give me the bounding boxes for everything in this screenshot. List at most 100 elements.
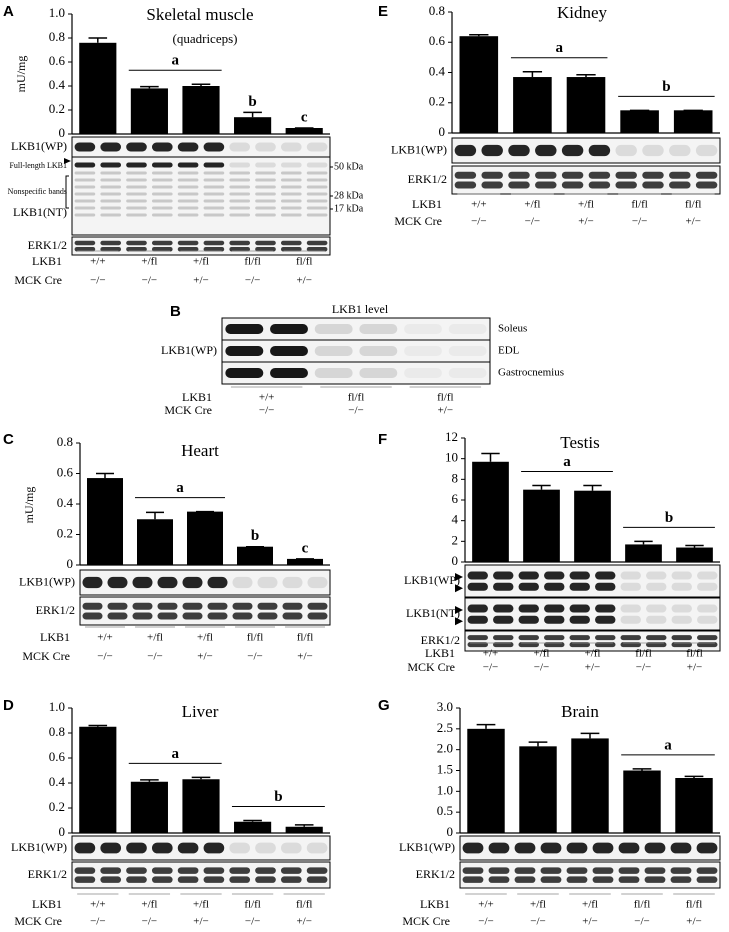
blot-band [488, 876, 510, 883]
blot-band [255, 162, 276, 168]
size-marker: 50 kDa [334, 161, 364, 172]
blot-band [151, 867, 173, 874]
size-marker: 28 kDa [334, 190, 364, 201]
blot-band [620, 571, 641, 580]
blot-band [203, 240, 225, 246]
panel-title: Heart [181, 441, 219, 460]
blot-band [151, 199, 173, 203]
blot-band [544, 604, 565, 613]
genotype-label: −/− [147, 651, 162, 663]
blot-band [696, 876, 718, 883]
size-marker: 17 kDa [334, 203, 364, 214]
blot-band [282, 576, 303, 589]
blot-band [255, 876, 276, 883]
blot-band [182, 612, 203, 620]
error-bar [243, 111, 262, 118]
blot-band [306, 171, 328, 175]
blot-band [255, 171, 276, 175]
y-tick-label: 10 [445, 450, 458, 465]
genotype-label: −/− [142, 275, 157, 287]
genotype-label: −/− [90, 275, 105, 287]
blot-band [695, 144, 718, 157]
blot-band [229, 213, 251, 217]
blot-label: LKB1(WP) [399, 840, 455, 854]
blot [71, 861, 331, 889]
blot-band [448, 346, 487, 356]
blot-band [100, 206, 122, 210]
error-bar [684, 775, 704, 778]
blot-band [229, 842, 251, 854]
genotype-label: fl/fl [685, 199, 702, 211]
blot-band [74, 142, 96, 152]
genotype-label: +/fl [193, 899, 209, 911]
y-tick-label: 1.5 [437, 761, 453, 776]
panel-subtitle: (quadriceps) [173, 31, 238, 46]
blot-band [595, 571, 616, 580]
blot-band [588, 181, 611, 189]
blot-band [203, 142, 225, 152]
genotype-label: fl/fl [686, 648, 703, 660]
bar [237, 546, 273, 565]
bar [472, 461, 509, 562]
blot-band [696, 867, 718, 874]
bar [513, 77, 552, 133]
blot-band [544, 582, 565, 591]
genotype-label: fl/fl [244, 256, 261, 268]
blot-band [566, 876, 588, 883]
y-tick-label: 0.2 [57, 525, 73, 540]
blot-band [695, 171, 718, 179]
blot-band [126, 178, 147, 182]
blot-band [282, 602, 303, 610]
y-tick-label: 1.0 [49, 5, 65, 20]
y-tick-label: 0 [452, 553, 459, 568]
bar [182, 779, 220, 833]
blot-label: LKB1(WP) [391, 142, 447, 156]
blot-band [126, 867, 147, 874]
genotype-row-label: MCK Cre [402, 914, 450, 928]
genotype-label: +/+ [97, 632, 112, 644]
error-bar [243, 819, 262, 822]
blot-band [669, 171, 691, 179]
genotype-label: −/− [247, 651, 262, 663]
bar [79, 726, 117, 833]
blot-band [280, 171, 302, 175]
genotype-label: +/− [438, 405, 453, 417]
blot-band [307, 576, 328, 589]
blot-band [454, 171, 477, 179]
blot-band [481, 171, 503, 179]
blot-band [359, 368, 398, 378]
genotype-label: +/+ [471, 199, 486, 211]
blot-band [588, 171, 611, 179]
blot-band [74, 192, 96, 196]
blot-band [454, 181, 477, 189]
blot-band [306, 142, 328, 152]
genotype-label: +/fl [524, 199, 540, 211]
genotype-label: +/fl [141, 256, 157, 268]
blot-band [670, 876, 692, 883]
genotype-label: +/fl [141, 899, 157, 911]
blot-band [518, 635, 539, 641]
blot-band [569, 582, 590, 591]
genotype-label: +/− [686, 916, 701, 928]
blot-band [306, 867, 328, 874]
blot-band [671, 582, 692, 591]
bar [137, 519, 173, 565]
blot-band [467, 582, 488, 591]
genotype-label: fl/fl [437, 392, 454, 404]
blot-band [203, 867, 225, 874]
blot-band [225, 346, 264, 356]
blot-band [280, 199, 302, 203]
y-tick-label: 0.2 [49, 101, 65, 116]
blot-band [177, 246, 199, 252]
error-bar [632, 768, 652, 771]
blot-band [696, 842, 718, 854]
blot-band [280, 246, 302, 252]
blot-band [493, 571, 514, 580]
bar [130, 781, 168, 833]
y-tick-label: 0.2 [429, 94, 445, 109]
blot-band [151, 171, 173, 175]
blot-band [255, 185, 276, 189]
blot-band [177, 178, 199, 182]
error-bar [522, 70, 543, 78]
blot-band [669, 181, 691, 189]
